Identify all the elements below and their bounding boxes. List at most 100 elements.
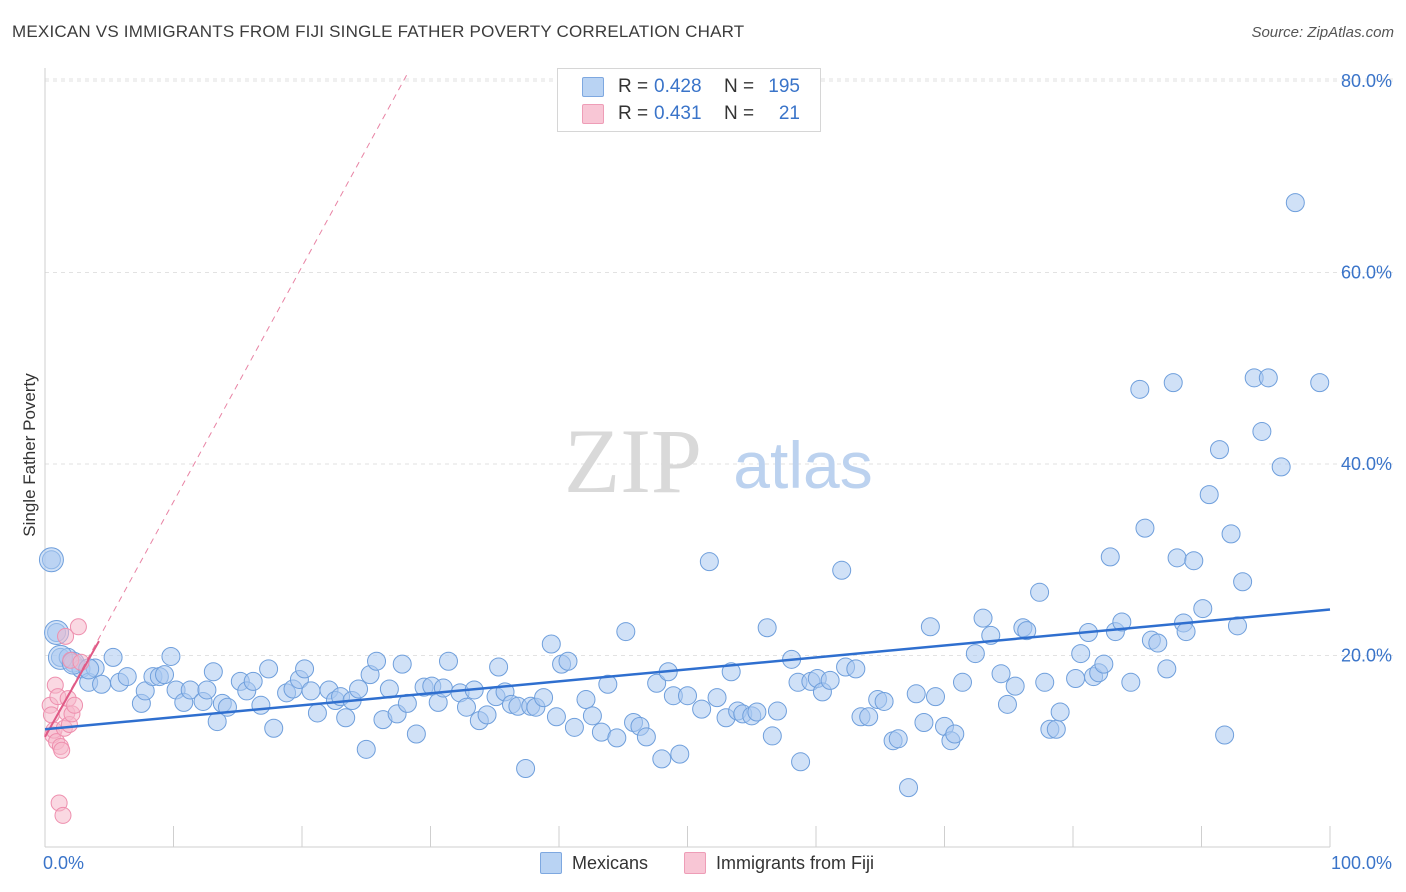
mexicans-point bbox=[1094, 654, 1114, 674]
mexicans-point bbox=[477, 705, 497, 725]
mexicans-point bbox=[1193, 599, 1213, 619]
mexicans-point bbox=[899, 778, 919, 798]
mexicans-trend-line bbox=[44, 608, 1331, 731]
mexicans-point bbox=[259, 659, 279, 679]
mexicans-point bbox=[707, 688, 727, 708]
mexicans-point bbox=[757, 618, 777, 638]
mexicans-point bbox=[652, 749, 672, 769]
legend-n-label: N = bbox=[724, 103, 755, 124]
x-tick-label: 100.0% bbox=[1331, 853, 1392, 873]
mexicans-point bbox=[1035, 672, 1055, 692]
mexicans-point bbox=[1163, 373, 1183, 393]
mexicans-point bbox=[489, 657, 509, 677]
mexicans-point bbox=[103, 647, 123, 667]
mexicans-point bbox=[203, 662, 223, 682]
mexicans-point bbox=[699, 552, 719, 572]
mexicans-point bbox=[874, 691, 894, 711]
mexicans-point bbox=[117, 667, 137, 687]
mexicans-point bbox=[945, 724, 965, 744]
legend-r-label: R = bbox=[618, 103, 649, 124]
legend-row-fiji: R = 0.431 N = 21 bbox=[582, 102, 800, 126]
mexicans-point bbox=[1112, 612, 1132, 632]
mexicans-point bbox=[973, 608, 993, 628]
legend-n-value: 21 bbox=[778, 103, 800, 124]
mexicans-point bbox=[647, 673, 667, 693]
fiji-point bbox=[54, 806, 72, 824]
legend-n-label: N = bbox=[724, 76, 755, 97]
mexicans-point bbox=[251, 695, 271, 715]
mexicans-point bbox=[516, 758, 536, 778]
mexicans-point bbox=[721, 662, 741, 682]
legend-n-value: 195 bbox=[768, 76, 800, 97]
fiji-point bbox=[53, 741, 71, 759]
mexicans-point bbox=[197, 680, 217, 700]
mexicans-point bbox=[1271, 457, 1291, 477]
mexicans-point bbox=[92, 674, 112, 694]
mexicans-point bbox=[997, 694, 1017, 714]
mexicans-point bbox=[356, 739, 376, 759]
y-tick-label: 80.0% bbox=[1341, 71, 1392, 91]
mexicans-point bbox=[991, 664, 1011, 684]
mexicans-point bbox=[243, 671, 263, 691]
mexicans-point bbox=[534, 688, 554, 708]
mexicans-point bbox=[1258, 368, 1278, 388]
legend-swatch-blue bbox=[582, 77, 604, 97]
mexicans-point bbox=[926, 687, 946, 707]
mexicans-point bbox=[406, 724, 426, 744]
watermark-atlas: atlas bbox=[733, 428, 872, 502]
mexicans-point bbox=[791, 752, 811, 772]
mexicans-point bbox=[1100, 547, 1120, 567]
mexicans-point bbox=[295, 659, 315, 679]
mexicans-point bbox=[1046, 719, 1066, 739]
watermark-zip: ZIP bbox=[564, 410, 702, 512]
mexicans-point bbox=[1167, 548, 1187, 568]
mexicans-point bbox=[906, 684, 926, 704]
mexicans-point bbox=[767, 701, 787, 721]
mexicans-point bbox=[762, 726, 782, 746]
legend-r-label: R = bbox=[618, 76, 649, 97]
mexicans-point bbox=[820, 670, 840, 690]
mexicans-point bbox=[670, 744, 690, 764]
mexicans-point bbox=[888, 729, 908, 749]
mexicans-point-large bbox=[38, 547, 64, 573]
legend-swatch-pink bbox=[684, 852, 707, 874]
fiji-point bbox=[57, 627, 75, 645]
fiji-point bbox=[69, 618, 87, 636]
mexicans-point bbox=[155, 665, 175, 685]
mexicans-point bbox=[349, 679, 369, 699]
y-tick-label: 40.0% bbox=[1341, 454, 1392, 474]
fiji-trend-line bbox=[44, 640, 100, 738]
y-axis-title: Single Father Poverty bbox=[20, 373, 39, 537]
mexicans-point bbox=[1233, 572, 1253, 592]
mexicans-point bbox=[1121, 672, 1141, 692]
mexicans-point bbox=[616, 622, 636, 642]
axis-labels-layer: 20.0% 40.0% 60.0% 80.0% 0.0% 100.0% Single Fat… bbox=[20, 71, 1392, 873]
y-tick-label: 20.0% bbox=[1341, 646, 1392, 666]
mexicans-point bbox=[1252, 421, 1272, 441]
mexicans-point bbox=[582, 706, 602, 726]
mexicans-point bbox=[832, 560, 852, 580]
mexicans-point bbox=[367, 651, 387, 671]
legend-swatch-pink bbox=[582, 104, 604, 124]
legend-row-mexicans: R = 0.428 N = 195 bbox=[582, 75, 800, 99]
mexicans-point bbox=[1135, 518, 1155, 538]
mexicans-point bbox=[264, 718, 284, 738]
mexicans-point bbox=[598, 674, 618, 694]
mexicans-point bbox=[952, 672, 972, 692]
trend-layer bbox=[44, 71, 1331, 738]
series-fiji-points bbox=[41, 618, 90, 824]
mexicans-point bbox=[161, 646, 181, 666]
mexicans-point bbox=[456, 697, 476, 717]
mexicans-point bbox=[1017, 621, 1037, 641]
watermark: ZIP atlas bbox=[564, 410, 873, 512]
legend-label-mexicans: Mexicans bbox=[572, 852, 649, 873]
y-tick-label: 60.0% bbox=[1341, 263, 1392, 283]
mexicans-point bbox=[1184, 551, 1204, 571]
mexicans-point bbox=[1221, 524, 1241, 544]
mexicans-point bbox=[558, 651, 578, 671]
legend-r-value: 0.428 bbox=[654, 76, 702, 97]
mexicans-point bbox=[1310, 373, 1330, 393]
mexicans-point bbox=[846, 659, 866, 679]
mexicans-point bbox=[1157, 659, 1177, 679]
